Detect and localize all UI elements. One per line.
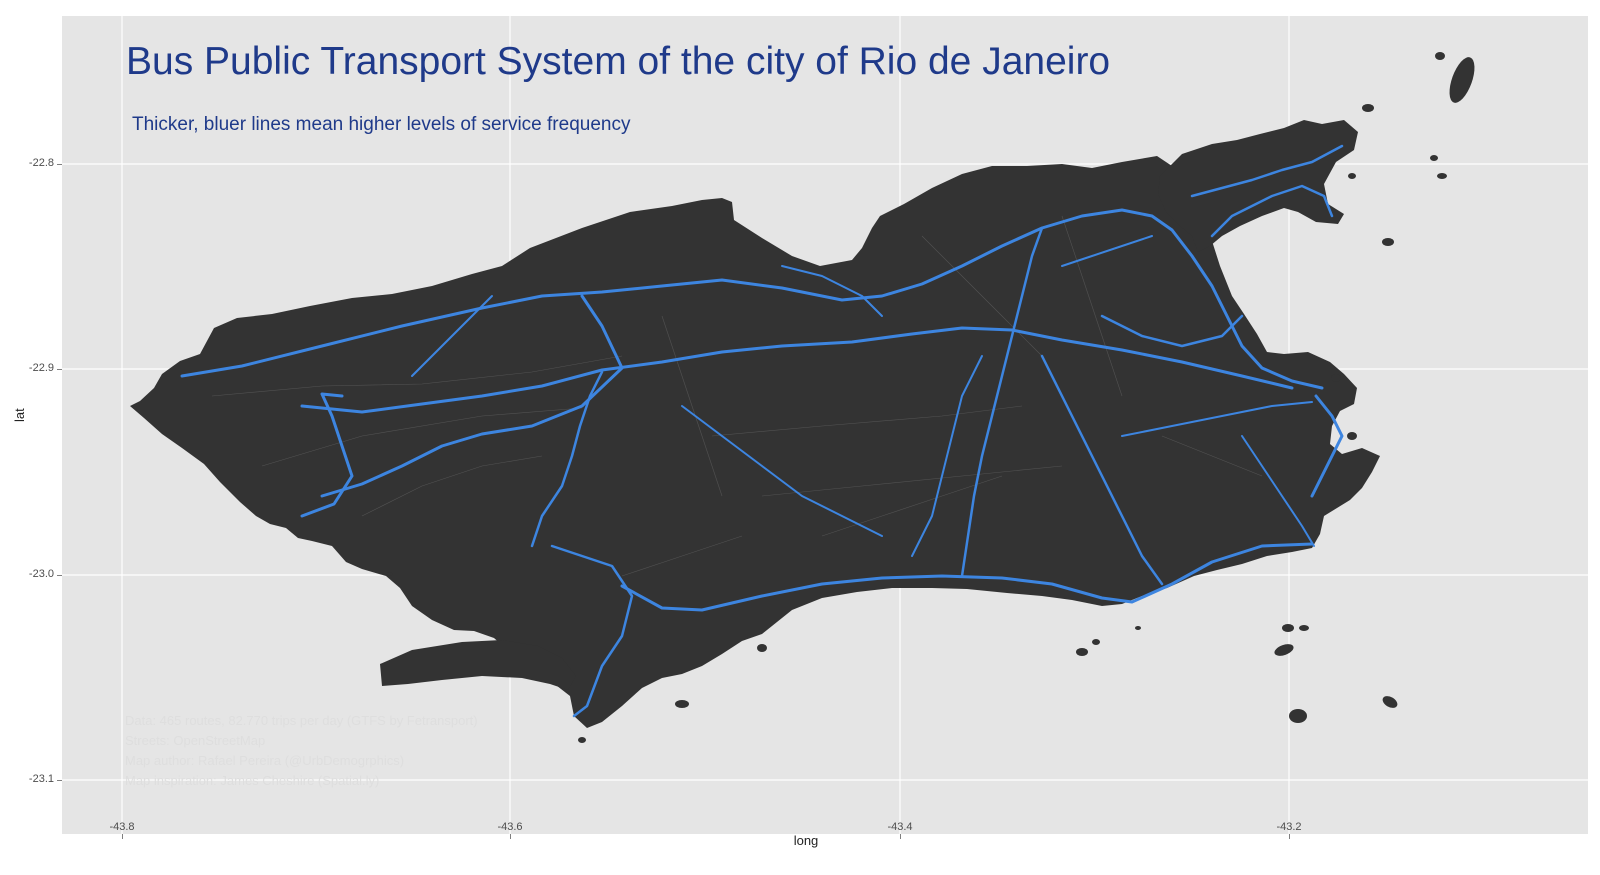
page-title: Bus Public Transport System of the city … bbox=[126, 40, 1111, 83]
x-tickmark bbox=[510, 834, 511, 839]
y-tick-label: -23.0 bbox=[28, 568, 54, 580]
x-tick-label: -43.6 bbox=[497, 821, 523, 833]
y-tick-label: -23.1 bbox=[28, 773, 54, 785]
x-tick-label: -43.4 bbox=[887, 821, 913, 833]
marambaia-sandbar bbox=[380, 640, 576, 690]
x-tickmark bbox=[900, 834, 901, 839]
y-tickmark bbox=[57, 575, 62, 576]
x-tickmark bbox=[122, 834, 123, 839]
map-panel bbox=[62, 16, 1588, 834]
y-tick-label: -22.9 bbox=[28, 362, 54, 374]
city-landmass bbox=[130, 156, 1380, 728]
y-tickmark bbox=[57, 164, 62, 165]
x-axis-label: long bbox=[793, 833, 819, 848]
map-canvas bbox=[62, 16, 1588, 834]
credit-streets: Streets: OpenStreetMap bbox=[125, 733, 266, 748]
credit-inspiration: Map inspiration: James Cheshire (Spatial… bbox=[125, 773, 380, 788]
x-tickmark bbox=[1289, 834, 1290, 839]
y-axis-label: lat bbox=[12, 408, 27, 422]
credits-block: Data: 465 routes, 82.770 trips per day (… bbox=[125, 711, 478, 791]
page-subtitle: Thicker, bluer lines mean higher levels … bbox=[132, 114, 631, 135]
credit-data: Data: 465 routes, 82.770 trips per day (… bbox=[125, 713, 478, 728]
y-tickmark bbox=[57, 780, 62, 781]
credit-author: Map author: Rafael Pereira (@UrbDemogrph… bbox=[125, 753, 405, 768]
x-tick-label: -43.8 bbox=[109, 821, 135, 833]
y-tick-label: -22.8 bbox=[28, 157, 54, 169]
y-tickmark bbox=[57, 369, 62, 370]
islands bbox=[387, 52, 1475, 743]
x-tick-label: -43.2 bbox=[1276, 821, 1302, 833]
street-network bbox=[211, 215, 1263, 577]
bus-routes bbox=[180, 144, 1344, 718]
ilha-do-governador bbox=[1158, 120, 1358, 252]
